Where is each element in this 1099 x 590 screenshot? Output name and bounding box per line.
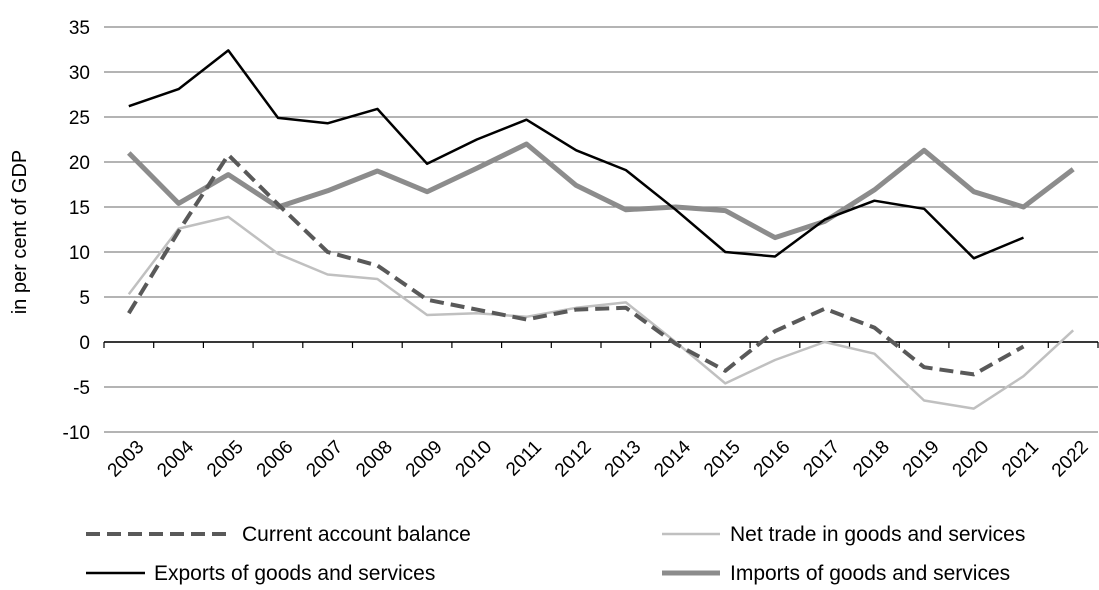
x-tick-label: 2006 [253, 437, 298, 482]
y-tick-label: -5 [73, 378, 90, 399]
x-tick-label: 2009 [402, 437, 447, 482]
x-tick-label: 2020 [949, 437, 994, 482]
x-tick-label: 2019 [899, 437, 944, 482]
series-line [127, 152, 1025, 377]
x-tick-label: 2010 [452, 437, 497, 482]
x-tick-label: 2013 [601, 437, 646, 482]
x-tick-label: 2022 [1048, 437, 1093, 482]
x-tick-label: 2008 [352, 437, 397, 482]
x-tick-label: 2011 [502, 437, 546, 481]
x-tick-label: 2014 [650, 436, 695, 481]
series-line [127, 141, 1075, 241]
y-tick-label: 25 [69, 108, 90, 129]
y-tick-label: 35 [69, 18, 90, 39]
x-tick-label: 2018 [849, 437, 894, 482]
x-tick-label: 2005 [203, 437, 248, 482]
x-tick-label: 2004 [153, 436, 198, 481]
x-tick-label: 2003 [104, 437, 149, 482]
x-tick-label: 2017 [799, 437, 844, 482]
y-tick-label: 10 [69, 243, 90, 264]
series-lines [127, 49, 1075, 410]
x-tick-label: 2021 [998, 437, 1043, 482]
x-tick-label: 2007 [302, 437, 347, 482]
legend-label: Net trade in goods and services [730, 523, 1025, 546]
x-tick-label: 2015 [700, 437, 745, 482]
y-axis-label: in per cent of GDP [9, 150, 31, 315]
y-tick-label: 5 [79, 288, 90, 309]
legend-label: Exports of goods and services [154, 562, 435, 585]
series-line [127, 215, 1075, 410]
x-axis [103, 341, 1099, 348]
series-line [128, 49, 1024, 260]
x-tick-label: 2016 [750, 437, 795, 482]
y-tick-label: 30 [69, 63, 90, 84]
y-axis-ticks: -10 -5 0 5 10 15 20 25 30 35 [63, 18, 90, 444]
y-tick-label: 20 [69, 153, 90, 174]
y-tick-label: -10 [63, 423, 90, 444]
x-axis-ticks: 2003 2004 2005 2006 2007 2008 2009 2010 2011 2012… [104, 436, 1093, 481]
legend: Current account balance Net trade in good… [86, 523, 1025, 585]
legend-label: Imports of goods and services [730, 562, 1010, 585]
x-tick-label: 2012 [551, 437, 596, 482]
y-tick-label: 0 [79, 333, 90, 354]
legend-label: Current account balance [242, 523, 471, 546]
y-tick-label: 15 [69, 198, 90, 219]
